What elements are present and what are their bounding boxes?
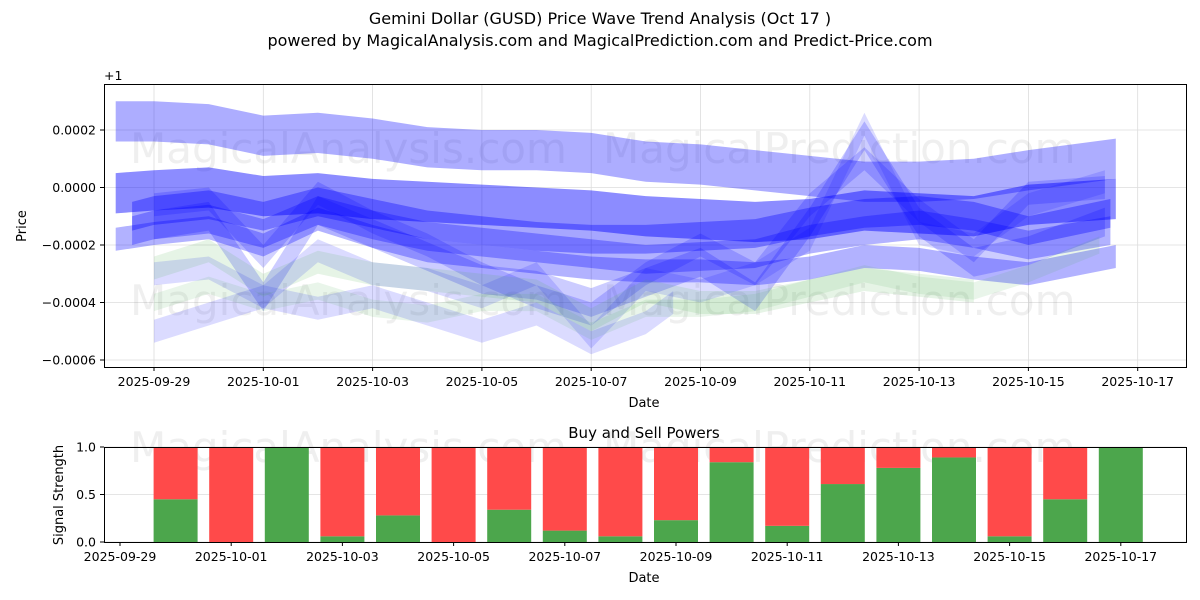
sell-bar xyxy=(987,447,1032,537)
watermark-mid-left: MagicalAnalysis.com xyxy=(130,276,567,325)
sell-bar xyxy=(376,447,420,516)
price-x-tick-label: 2025-10-05 xyxy=(446,374,519,389)
price-x-tick-label: 2025-10-09 xyxy=(664,374,737,389)
signal-x-tick-label: 2025-10-17 xyxy=(1084,549,1157,564)
signal-x-ticks: 2025-09-29 2025-10-01 2025-10-03 2025-10-05… xyxy=(84,542,1157,564)
buy-bar xyxy=(654,520,698,542)
buy-bar xyxy=(264,447,309,542)
buy-bar xyxy=(542,530,587,542)
price-x-tick-label: 2025-10-03 xyxy=(336,374,409,389)
signal-x-tick-label: 2025-10-03 xyxy=(306,549,379,564)
signal-y-axis-label: Signal Strength xyxy=(52,445,67,545)
buy-bar xyxy=(1043,499,1088,542)
chart-subtitle: powered by MagicalAnalysis.com and Magic… xyxy=(267,31,933,50)
sell-bar xyxy=(709,447,754,463)
signal-axes-frame xyxy=(104,447,1187,543)
price-x-tick-label: 2025-10-15 xyxy=(992,374,1065,389)
core-band-1 xyxy=(132,187,1111,254)
buy-bar xyxy=(153,499,198,542)
core-band-2 xyxy=(132,196,1111,274)
sell-bar xyxy=(598,447,643,537)
buy-bar xyxy=(709,462,754,542)
watermark-top-right: MagicalPrediction.com xyxy=(603,124,1076,173)
signal-x-tick-label: 2025-10-05 xyxy=(417,549,490,564)
signal-x-tick-label: 2025-10-13 xyxy=(862,549,935,564)
buy-bar xyxy=(1098,447,1143,542)
price-x-axis-label: Date xyxy=(628,396,659,411)
volatile-band-2 xyxy=(154,147,1105,326)
sell-bar xyxy=(932,447,976,458)
price-y-tick-label: −0.0006 xyxy=(42,353,96,368)
signal-y-ticks: 0.0 0.5 1.0 xyxy=(76,440,104,550)
buy-bar xyxy=(987,536,1032,542)
volatile-band-1 xyxy=(154,121,1105,317)
chart-title: Gemini Dollar (GUSD) Price Wave Trend An… xyxy=(368,9,832,28)
signal-y-tick-label: 0.5 xyxy=(76,487,96,502)
sell-bar xyxy=(431,447,476,542)
buy-bar xyxy=(876,467,921,542)
sell-bar xyxy=(820,447,865,485)
signal-x-tick-label: 2025-10-15 xyxy=(973,549,1046,564)
price-x-tick-label: 2025-10-13 xyxy=(883,374,956,389)
buy-bar xyxy=(820,484,865,542)
buy-bar xyxy=(487,509,532,542)
sell-bar xyxy=(1043,447,1088,500)
price-y-tick-label: 0.0002 xyxy=(52,123,96,138)
price-x-ticks: 2025-09-29 2025-10-01 2025-10-03 2025-10-05… xyxy=(118,367,1174,389)
price-x-tick-label: 2025-10-17 xyxy=(1101,374,1174,389)
price-wave-bands xyxy=(115,101,1116,360)
watermark-top-left: MagicalAnalysis.com xyxy=(130,124,567,173)
sell-bar xyxy=(320,447,365,537)
green-band-2 xyxy=(154,236,1100,340)
buy-bar xyxy=(932,457,976,542)
green-band-1 xyxy=(154,239,974,332)
price-offset-label: +1 xyxy=(104,68,122,83)
price-y-ticks: 0.0002 0.0000 −0.0002 −0.0004 −0.0006 xyxy=(42,123,104,368)
price-x-tick-label: 2025-10-07 xyxy=(555,374,628,389)
signal-x-tick-label: 2025-10-07 xyxy=(528,549,601,564)
price-x-tick-label: 2025-10-01 xyxy=(227,374,300,389)
sell-bar xyxy=(765,447,810,526)
price-grid xyxy=(104,84,1186,367)
low-band xyxy=(154,285,674,360)
signal-chart-title: Buy and Sell Powers xyxy=(568,424,720,442)
buy-bar xyxy=(598,536,643,542)
signal-bars xyxy=(153,447,1143,542)
buy-bar xyxy=(765,525,810,542)
sell-bar xyxy=(876,447,921,468)
price-y-axis-label: Price xyxy=(15,210,30,242)
buy-bar xyxy=(376,515,420,542)
watermark-mid-right: MagicalPrediction.com xyxy=(603,276,1076,325)
price-y-tick-label: 0.0000 xyxy=(52,180,96,195)
sell-bar xyxy=(654,447,698,521)
signal-x-tick-label: 2025-10-09 xyxy=(640,549,713,564)
price-axes-frame xyxy=(104,84,1187,368)
price-y-tick-label: −0.0002 xyxy=(42,238,96,253)
signal-x-tick-label: 2025-10-01 xyxy=(195,549,268,564)
sell-bar xyxy=(209,447,254,542)
price-x-tick-label: 2025-09-29 xyxy=(118,374,191,389)
signal-x-tick-label: 2025-10-11 xyxy=(751,549,824,564)
signal-y-tick-label: 1.0 xyxy=(76,440,96,455)
price-y-tick-label: −0.0004 xyxy=(42,295,96,310)
volatile-band-3 xyxy=(154,112,1105,349)
price-x-tick-label: 2025-10-11 xyxy=(773,374,846,389)
main-band xyxy=(115,167,1116,243)
buy-bar xyxy=(320,536,365,542)
sell-bar xyxy=(542,447,587,531)
upper-band xyxy=(115,101,1116,202)
sell-bar xyxy=(153,447,198,500)
signal-x-tick-label: 2025-09-29 xyxy=(84,549,157,564)
signal-x-axis-label: Date xyxy=(628,571,659,586)
lower-band xyxy=(115,207,1116,286)
sell-bar xyxy=(487,447,532,510)
signal-y-tick-label: 0.0 xyxy=(76,535,96,550)
